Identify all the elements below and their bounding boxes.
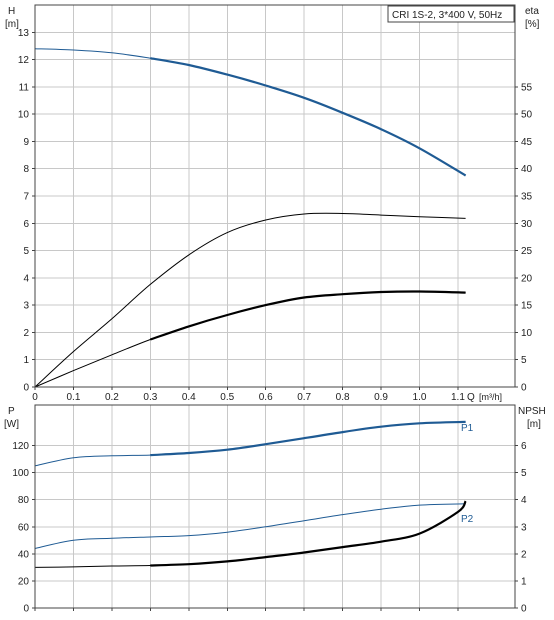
- x-axis-prefix: Q: [467, 392, 475, 403]
- series-line-operating-1-2: [150, 500, 467, 567]
- x-tick-label: 0.8: [336, 392, 350, 403]
- x-tick-label: 0.2: [105, 392, 119, 403]
- y-right-tick-label: 0: [521, 604, 527, 615]
- y-left-tick-label: 11: [19, 82, 30, 93]
- y-right-tick-label: 55: [521, 82, 533, 93]
- y-right-tick-label: 0: [521, 383, 527, 394]
- legend-text: CRI 1S-2, 3*400 V, 50Hz: [392, 10, 502, 21]
- y-left-tick-label: 13: [18, 28, 30, 39]
- series-label-p2: P2: [461, 514, 474, 525]
- x-axis-unit: [m³/h]: [479, 392, 502, 402]
- y-right-tick-label: 4: [521, 495, 527, 506]
- x-tick-label: 0.4: [182, 392, 196, 403]
- series-line-0-0: [34, 48, 466, 176]
- x-tick-label: 1.0: [413, 392, 427, 403]
- y-left-tick-label: 100: [12, 468, 29, 479]
- x-tick-label: 0.6: [259, 392, 273, 403]
- y-left-tick-label: 10: [18, 110, 30, 121]
- y-right-tick-label: 6: [521, 441, 527, 452]
- y-right-tick-label: 45: [521, 137, 533, 148]
- y-right-tick-label: 50: [521, 110, 533, 121]
- top-right-axis-unit: [%]: [525, 19, 540, 30]
- y-right-tick-label: 25: [521, 246, 533, 257]
- y-left-tick-label: 5: [23, 246, 29, 257]
- y-right-tick-label: 35: [521, 192, 533, 203]
- x-tick-label: 0.3: [143, 392, 157, 403]
- y-right-tick-label: 1: [521, 576, 527, 587]
- bottom-left-axis-unit: [W]: [4, 419, 19, 430]
- legend-box: [387, 5, 515, 23]
- series-line-0-2: [34, 290, 466, 388]
- x-tick-label: 0.5: [220, 392, 234, 403]
- y-left-tick-label: 12: [18, 55, 30, 66]
- y-left-tick-label: 3: [23, 301, 29, 312]
- y-left-tick-label: 7: [23, 192, 29, 203]
- x-tick-label: 0: [32, 392, 38, 403]
- x-tick-label: 0.7: [297, 392, 311, 403]
- series-line-0-1: [34, 212, 466, 388]
- y-left-tick-label: 20: [18, 576, 30, 587]
- y-left-tick-label: 0: [23, 383, 29, 394]
- series-line-operating-0-0: [150, 57, 467, 177]
- y-left-tick-label: 8: [23, 164, 29, 175]
- y-left-tick-label: 1: [23, 355, 29, 366]
- tick-labels: 0123456789101112130510152025303540455055…: [12, 28, 532, 615]
- axis-ticks: [32, 31, 518, 611]
- x-tick-label: 1.1: [451, 392, 465, 403]
- series-label-p1: P1: [461, 423, 474, 434]
- series-line-operating-0-2: [149, 290, 466, 341]
- y-right-tick-label: 40: [521, 164, 533, 175]
- y-right-tick-label: 5: [521, 468, 527, 479]
- bottom-right-axis-label: NPSH: [518, 406, 546, 417]
- y-left-tick-label: 4: [23, 273, 29, 284]
- y-right-tick-label: 15: [521, 301, 533, 312]
- y-left-tick-label: 9: [23, 137, 29, 148]
- y-left-tick-label: 60: [18, 522, 30, 533]
- y-left-tick-label: 40: [18, 549, 30, 560]
- bottom-right-axis-unit: [m]: [527, 419, 541, 430]
- grid-lines: [35, 5, 515, 608]
- y-right-tick-label: 5: [521, 355, 527, 366]
- y-right-tick-label: 20: [521, 273, 533, 284]
- series-line-1-2: [34, 500, 467, 568]
- top-right-axis-label: eta: [525, 6, 539, 17]
- top-plot-frame: [34, 4, 516, 388]
- series-line-operating-1-0: [150, 420, 466, 457]
- top-left-axis-label: H: [8, 6, 15, 17]
- y-left-tick-label: 2: [23, 328, 29, 339]
- data-series: [34, 48, 467, 568]
- y-right-tick-label: 3: [521, 522, 527, 533]
- x-tick-label: 0.9: [374, 392, 388, 403]
- x-tick-label: 0.1: [66, 392, 80, 403]
- y-right-tick-label: 10: [521, 328, 533, 339]
- series-line-1-0: [34, 421, 466, 467]
- y-right-tick-label: 30: [521, 219, 533, 230]
- bottom-plot-frame: [34, 404, 516, 609]
- y-left-tick-label: 6: [23, 219, 29, 230]
- y-left-tick-label: 80: [18, 495, 30, 506]
- y-right-tick-label: 2: [521, 549, 527, 560]
- series-line-1-1: [34, 503, 466, 549]
- top-left-axis-unit: [m]: [5, 19, 19, 30]
- y-left-tick-label: 120: [12, 441, 29, 452]
- bottom-left-axis-label: P: [8, 406, 15, 417]
- y-left-tick-label: 0: [23, 604, 29, 615]
